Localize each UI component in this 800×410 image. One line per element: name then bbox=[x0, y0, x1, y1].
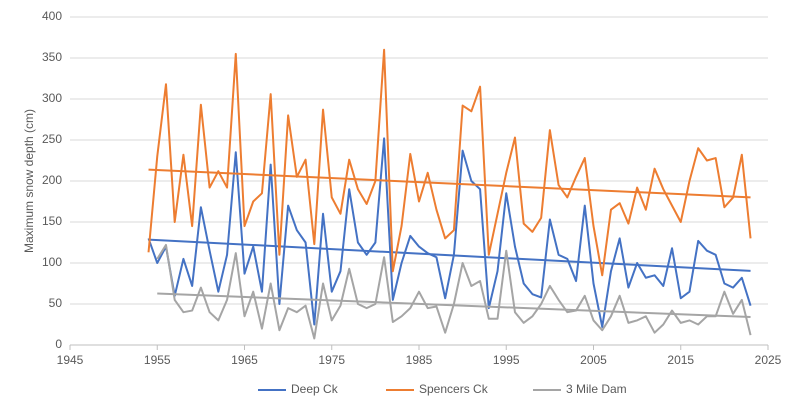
line-series bbox=[147, 48, 752, 277]
y-tick-label: 50 bbox=[49, 296, 63, 310]
x-tick-label: 1955 bbox=[144, 353, 171, 367]
y-tick-label: 200 bbox=[42, 173, 62, 187]
x-tick-label: 2005 bbox=[580, 353, 607, 367]
y-tick-label: 250 bbox=[42, 132, 62, 146]
legend-label: 3 Mile Dam bbox=[566, 382, 627, 396]
y-tick-label: 100 bbox=[42, 255, 62, 269]
x-tick-label: 1995 bbox=[493, 353, 520, 367]
trend-line bbox=[148, 238, 751, 272]
x-tick-label: 2025 bbox=[755, 353, 782, 367]
trend-line bbox=[148, 168, 751, 199]
trend-line bbox=[157, 292, 751, 319]
y-axis-label: Maximum snow depth (cm) bbox=[22, 109, 36, 253]
line-series bbox=[156, 243, 752, 340]
line-series bbox=[147, 137, 752, 328]
y-tick-label: 0 bbox=[55, 337, 62, 351]
y-tick-label: 350 bbox=[42, 50, 62, 64]
y-tick-label: 150 bbox=[42, 214, 62, 228]
y-tick-label: 400 bbox=[42, 9, 62, 23]
legend-label: Spencers Ck bbox=[419, 382, 489, 396]
x-tick-label: 2015 bbox=[667, 353, 694, 367]
x-tick-label: 1945 bbox=[57, 353, 84, 367]
y-tick-label: 300 bbox=[42, 91, 62, 105]
x-tick-label: 1965 bbox=[231, 353, 258, 367]
x-tick-label: 1975 bbox=[318, 353, 345, 367]
legend-label: Deep Ck bbox=[291, 382, 339, 396]
x-tick-label: 1985 bbox=[406, 353, 433, 367]
